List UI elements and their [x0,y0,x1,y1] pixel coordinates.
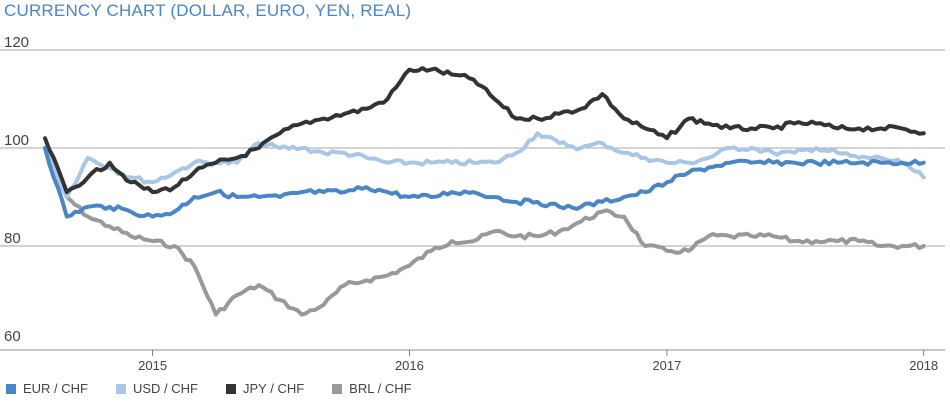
y-tick-label-80: 80 [4,230,21,247]
x-tick-label-2016: 2016 [395,358,424,373]
x-tick-label-2018: 2018 [909,358,938,373]
y-tick-label-100: 100 [4,132,29,149]
series-line-usd [43,131,926,199]
legend-swatch-eur [6,383,16,394]
chart-legend: EUR / CHF USD / CHF JPY / CHF BRL / CHF [6,381,440,396]
legend-label-eur: EUR / CHF [23,381,88,396]
legend-item-usd: USD / CHF [116,381,198,396]
chart-title: CURRENCY CHART (DOLLAR, EURO, YEN, REAL) [4,1,412,20]
y-tick-label-120: 120 [4,34,29,51]
legend-swatch-usd [116,383,126,394]
legend-item-brl: BRL / CHF [332,381,412,396]
legend-item-eur: EUR / CHF [6,381,88,396]
series-line-eur [43,146,926,219]
legend-item-jpy: JPY / CHF [226,381,304,396]
legend-label-usd: USD / CHF [133,381,198,396]
legend-label-jpy: JPY / CHF [243,381,305,396]
series-line-brl [43,146,926,317]
x-tick-label-2015: 2015 [138,358,167,373]
legend-label-brl: BRL / CHF [349,381,412,396]
legend-swatch-jpy [226,383,236,394]
legend-swatch-brl [332,383,343,394]
y-tick-label-60: 60 [4,328,21,345]
series-line-jpy [43,66,926,195]
x-tick-label-2017: 2017 [652,358,681,373]
